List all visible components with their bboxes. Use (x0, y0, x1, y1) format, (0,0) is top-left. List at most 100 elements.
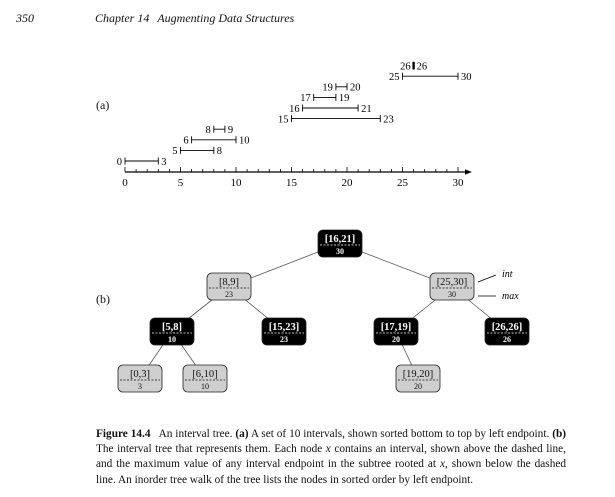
node-max: 26 (503, 335, 511, 344)
interval-16-21: 16 21 (289, 104, 372, 115)
caption-figure-label: Figure 14.4 (96, 428, 151, 440)
node-max: 10 (168, 335, 176, 344)
interval-right-label: 20 (350, 83, 361, 94)
tree-node-0-3: [0,3] 3 (117, 364, 163, 393)
interval-right-label: 23 (383, 114, 394, 125)
max-annotation: max (502, 291, 519, 302)
panel-label-a: (a) (96, 98, 110, 112)
running-header: Chapter 14 Augmenting Data Structures (95, 11, 302, 26)
caption-sentence-1: An interval tree. (158, 428, 233, 440)
interval-right-label: 3 (161, 157, 166, 168)
chapter-number: Chapter 14 (95, 11, 150, 25)
interval-right-label: 8 (217, 146, 222, 157)
tree-node-16-21: [16,21] 30 (317, 229, 363, 258)
interval-left-label: 19 (322, 83, 333, 94)
tree-node-15-23: [15,23] 23 (261, 317, 307, 346)
tree-node-5-8: [5,8] 10 (149, 317, 195, 346)
int-pointer-line (477, 274, 497, 283)
axis-tick-label: 0 (122, 177, 128, 189)
interval-left-label: 8 (206, 125, 211, 136)
axis-tick-label: 25 (397, 177, 409, 189)
tree-node-19-20: [19,20] 20 (395, 364, 441, 393)
node-max: 23 (280, 335, 288, 344)
node-interval: [15,23] (269, 322, 300, 333)
tree-node-25-30: [25,30] 30 (429, 272, 475, 301)
tree-node-26-26: [26,26] 26 (484, 317, 530, 346)
panel-label-b: (b) (96, 292, 110, 306)
node-interval: [8,9] (219, 277, 239, 288)
node-box (373, 317, 419, 346)
axis-tick-label: 5 (178, 177, 184, 189)
interval-left-label: 5 (172, 146, 177, 157)
node-box (149, 317, 195, 346)
interval-left-label: 17 (300, 93, 311, 104)
node-interval: [6,10] (192, 369, 217, 380)
interval-left-label: 16 (289, 104, 300, 115)
node-box (182, 364, 228, 393)
node-max: 10 (201, 382, 209, 391)
node-box (395, 364, 441, 393)
caption-variable-x-2: x (440, 458, 446, 471)
node-interval: [16,21] (325, 234, 356, 245)
interval-19-20: 19 20 (322, 83, 360, 94)
caption-sentence-3c: , shown below the dashed line. An inorde… (96, 458, 567, 486)
node-interval: [25,30] (437, 277, 468, 288)
axis-tick-label: 30 (453, 177, 465, 189)
interval-point-mark (412, 61, 415, 70)
node-max: 20 (414, 382, 422, 391)
node-interval: [19,20] (403, 369, 434, 380)
axis-tick-label: 15 (286, 177, 298, 189)
interval-17-19: 17 19 (300, 93, 349, 104)
node-interval: [17,19] (381, 322, 412, 333)
node-max: 23 (225, 290, 233, 299)
node-max: 30 (448, 290, 456, 299)
node-box (429, 272, 475, 301)
interval-tree: [16,21] 30 [8,9] 23 [25,30] 30 [5,8] 10 [15,23] 2… (117, 229, 530, 393)
tree-node-6-10: [6,10] 10 (182, 364, 228, 393)
node-box (261, 317, 307, 346)
node-field-annotations: int max (477, 269, 519, 302)
tree-node-8-9: [8,9] 23 (206, 272, 252, 301)
node-max: 30 (336, 247, 344, 256)
caption-part-b-label: (b) (552, 428, 567, 440)
caption-sentence-3b: contains an interval, shown above the da… (96, 443, 566, 471)
axis-arrowhead (465, 169, 472, 175)
interval-right-label: 26 (417, 61, 428, 72)
caption-sentence-3a: The interval tree that represents them. … (96, 443, 323, 456)
interval-left-label: 0 (117, 157, 122, 168)
node-max: 20 (392, 335, 400, 344)
int-annotation: int (502, 269, 513, 280)
interval-right-label: 10 (239, 136, 250, 147)
node-interval: [5,8] (162, 322, 182, 333)
interval-6-10: 6 10 (183, 136, 249, 147)
caption-sentence-2: A set of 10 intervals, shown sorted bott… (250, 428, 550, 440)
node-box (117, 364, 163, 393)
page-number: 350 (16, 11, 34, 25)
node-interval: [0,3] (130, 369, 150, 380)
node-interval: [26,26] (492, 322, 523, 333)
interval-left-label: 15 (278, 114, 289, 125)
axis-tick-label: 20 (342, 177, 354, 189)
caption-variable-x: x (325, 443, 331, 456)
node-max: 3 (138, 382, 142, 391)
interval-left-label: 26 (400, 61, 411, 72)
caption-part-a-label: (a) (235, 428, 249, 440)
interval-25-30: 25 30 (389, 72, 472, 83)
interval-left-label: 25 (389, 72, 400, 83)
node-box (317, 229, 363, 258)
tree-node-17-19: [17,19] 20 (373, 317, 419, 346)
interval-left-label: 6 (183, 136, 188, 147)
chapter-title: Augmenting Data Structures (157, 11, 295, 25)
figure-caption: Figure 14.4 An interval tree. (a) A set … (96, 427, 566, 488)
interval-15-23: 15 23 (278, 114, 394, 125)
node-box (206, 272, 252, 301)
interval-right-label: 21 (361, 104, 372, 115)
node-box (484, 317, 530, 346)
interval-right-label: 9 (228, 125, 233, 136)
interval-26-26: 26 26 (400, 61, 427, 72)
